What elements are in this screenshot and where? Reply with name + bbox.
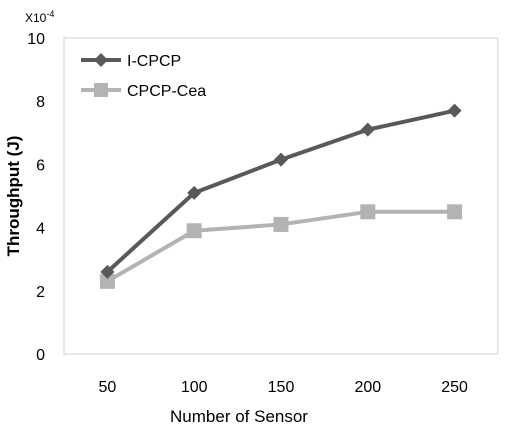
- legend-label: I-CPCP: [127, 53, 181, 70]
- y-scale-note: X10-4: [25, 9, 54, 25]
- legend-item: CPCP-Cea: [81, 83, 206, 100]
- data-point: [360, 122, 375, 137]
- data-point: [186, 223, 202, 239]
- y-tick-label: 0: [36, 347, 45, 364]
- series-i-cpcp: [100, 103, 462, 279]
- data-point: [100, 264, 115, 279]
- y-axis-ticks: 0 2 4 6 8 10: [27, 31, 45, 364]
- y-scale-exponent: -4: [46, 9, 54, 19]
- data-point: [447, 103, 462, 118]
- y-tick-label: 2: [36, 284, 45, 301]
- data-point: [447, 204, 463, 220]
- data-point: [94, 53, 108, 67]
- x-axis-title: Number of Sensor: [170, 407, 308, 426]
- y-tick-label: 4: [36, 221, 45, 238]
- plot-area: [63, 37, 499, 355]
- series-layer: [99, 103, 463, 289]
- series-cpcp-cea: [99, 204, 463, 289]
- data-point: [274, 152, 288, 167]
- data-point: [94, 83, 108, 97]
- data-point: [99, 273, 115, 289]
- y-tick-label: 6: [36, 157, 45, 174]
- y-tick-label: 10: [27, 31, 45, 48]
- legend-label: CPCP-Cea: [127, 83, 206, 100]
- data-point: [273, 216, 289, 232]
- y-scale-base: X10: [25, 11, 47, 25]
- x-tick-label: 200: [354, 379, 381, 396]
- x-tick-label: 50: [99, 379, 117, 396]
- data-point: [360, 204, 376, 220]
- x-axis-ticks: 50 100 150 200 250: [99, 379, 469, 396]
- y-axis-title: Throughput (J): [4, 136, 23, 257]
- x-tick-label: 150: [268, 379, 295, 396]
- legend-item: I-CPCP: [81, 53, 181, 70]
- legend: I-CPCP CPCP-Cea: [81, 53, 206, 100]
- y-tick-label: 8: [36, 94, 45, 111]
- x-tick-label: 250: [441, 379, 468, 396]
- x-tick-label: 100: [181, 379, 208, 396]
- data-point: [187, 185, 202, 200]
